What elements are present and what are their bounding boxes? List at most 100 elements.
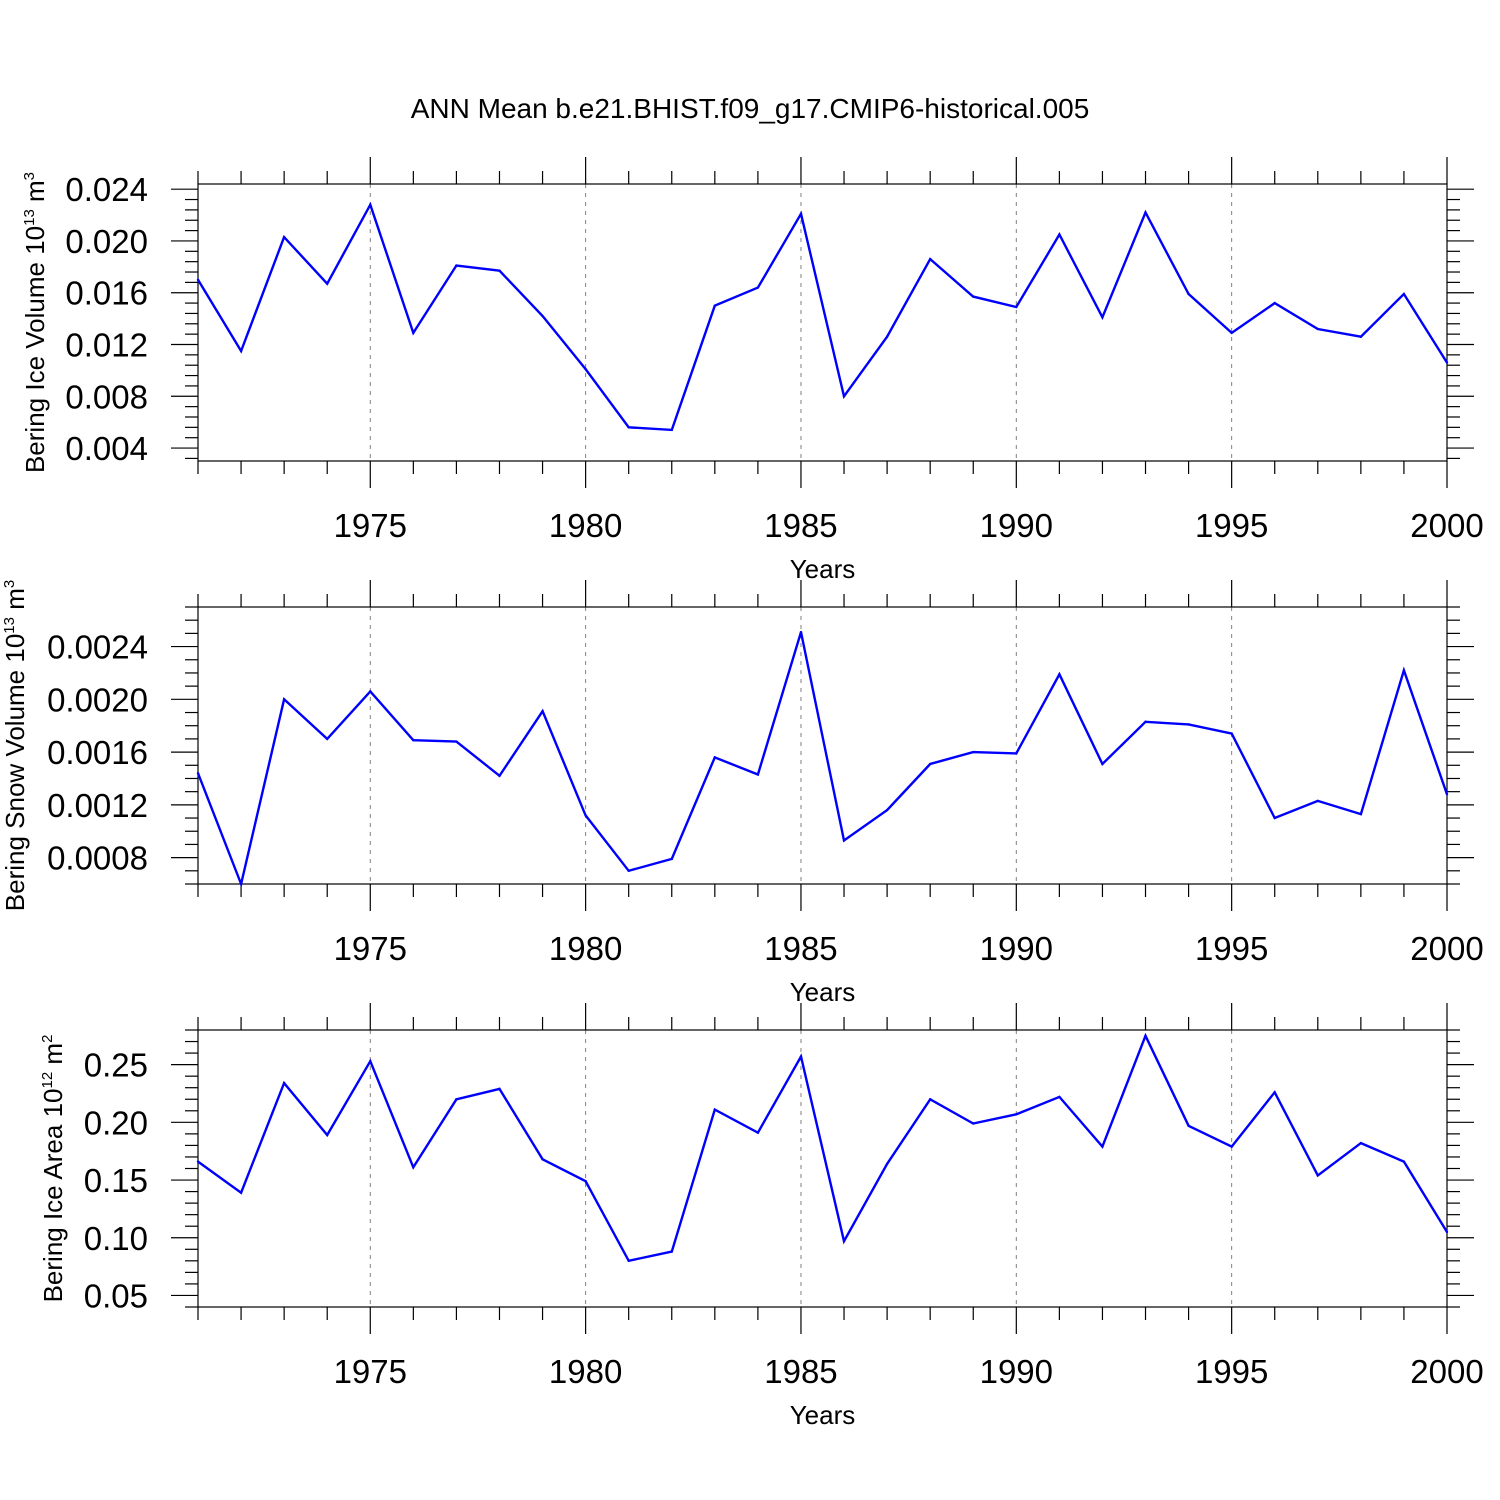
x-axis-label: Years bbox=[790, 977, 856, 1007]
data-point bbox=[541, 1158, 544, 1161]
panel-snow-volume: 1975 1980 1985 1990 1995 2000 Years 0.0008 0.001… bbox=[0, 580, 1484, 1007]
data-point bbox=[972, 1122, 975, 1125]
y-tick-label: 0.024 bbox=[65, 171, 148, 208]
data-point bbox=[1359, 1141, 1363, 1145]
data-point bbox=[196, 1160, 200, 1163]
data-point bbox=[1273, 301, 1276, 305]
data-point bbox=[541, 314, 544, 318]
data-point bbox=[584, 1179, 587, 1183]
y-tick-label: 0.0020 bbox=[47, 681, 148, 718]
data-point bbox=[369, 203, 372, 206]
x-tick-label: 1990 bbox=[980, 930, 1053, 967]
y-axis-label-part: Bering Snow Volume 10 bbox=[0, 634, 30, 912]
data-point bbox=[1402, 1160, 1406, 1163]
x-tick-label: 1985 bbox=[764, 507, 837, 544]
data-point bbox=[498, 774, 501, 778]
data-point bbox=[1187, 1124, 1190, 1127]
data-point bbox=[713, 304, 717, 307]
data-point bbox=[1187, 292, 1190, 296]
data-point bbox=[799, 212, 803, 215]
data-point bbox=[756, 286, 760, 289]
x-tick-label: 1980 bbox=[549, 507, 622, 544]
y-axis-label-part: m bbox=[38, 1043, 68, 1072]
data-point bbox=[627, 1259, 630, 1263]
data-point bbox=[369, 690, 372, 693]
x-tick-label: 1985 bbox=[764, 930, 837, 967]
data-point bbox=[1101, 762, 1104, 766]
chart-panels: 1975 1980 1985 1990 1995 2000 Years 0.004 0.008 0… bbox=[0, 157, 1484, 1430]
data-point bbox=[412, 739, 415, 742]
x-tick-label: 1980 bbox=[549, 930, 622, 967]
series-line-snow-volume bbox=[196, 631, 1449, 889]
data-point bbox=[1015, 752, 1018, 755]
data-point bbox=[1058, 673, 1061, 676]
data-point bbox=[584, 814, 587, 817]
data-point bbox=[1144, 720, 1147, 723]
x-axis-label: Years bbox=[790, 1400, 856, 1430]
data-point bbox=[1359, 812, 1363, 816]
data-point bbox=[326, 282, 329, 285]
data-point bbox=[412, 1166, 415, 1169]
data-point bbox=[498, 269, 501, 272]
data-point bbox=[455, 264, 458, 267]
data-point bbox=[1445, 361, 1449, 364]
y-tick-label: 0.004 bbox=[65, 430, 148, 467]
data-point bbox=[282, 698, 286, 701]
y-tick-label: 0.0008 bbox=[47, 840, 148, 877]
x-tick-label: 2000 bbox=[1410, 930, 1483, 967]
data-point bbox=[885, 335, 889, 338]
data-point bbox=[1359, 335, 1363, 338]
data-point bbox=[972, 295, 975, 298]
y-tick-label: 0.15 bbox=[84, 1162, 148, 1199]
data-point bbox=[196, 772, 200, 775]
data-point bbox=[1058, 233, 1061, 236]
data-point bbox=[1187, 723, 1190, 726]
data-point bbox=[1015, 305, 1018, 309]
data-point bbox=[1316, 327, 1319, 331]
data-point bbox=[627, 426, 630, 429]
data-point bbox=[282, 235, 286, 239]
y-axis-label-part: m bbox=[0, 588, 30, 617]
y-axis-label: Bering Ice Area 1012 m2 bbox=[38, 1035, 68, 1303]
y-axis-label-superscript: 12 bbox=[39, 1072, 56, 1089]
y-axis-label-part: Bering Ice Area 10 bbox=[38, 1089, 68, 1303]
plot-frame bbox=[197, 1029, 1448, 1308]
data-point bbox=[1101, 1145, 1104, 1148]
y-tick-label: 0.20 bbox=[84, 1104, 148, 1141]
data-point bbox=[1144, 211, 1147, 214]
data-point bbox=[1230, 1145, 1233, 1148]
data-point bbox=[799, 1055, 803, 1058]
y-axis-label-superscript: 3 bbox=[1, 580, 18, 588]
y-tick-label: 0.25 bbox=[84, 1047, 148, 1084]
data-point bbox=[239, 1191, 243, 1194]
y-tick-label: 0.0016 bbox=[47, 734, 148, 771]
data-point bbox=[1273, 1091, 1276, 1094]
data-point bbox=[972, 750, 975, 754]
x-tick-label: 1995 bbox=[1195, 930, 1268, 967]
x-tick-label: 1995 bbox=[1195, 1353, 1268, 1390]
y-tick-label: 0.016 bbox=[65, 275, 148, 312]
data-point bbox=[928, 257, 932, 261]
data-point bbox=[412, 331, 415, 335]
data-point bbox=[1445, 1230, 1449, 1234]
data-point bbox=[842, 395, 846, 398]
series-line-ice-area bbox=[197, 1032, 1449, 1263]
y-tick-label: 0.05 bbox=[84, 1277, 148, 1314]
chart-title: ANN Mean b.e21.BHIST.f09_g17.CMIP6-histo… bbox=[411, 93, 1090, 124]
panel-ice-area: 1975 1980 1985 1990 1995 2000 Years 0.05 0.10 0.1… bbox=[38, 1003, 1484, 1430]
data-point bbox=[713, 1108, 717, 1111]
x-tick-label: 1990 bbox=[980, 507, 1053, 544]
data-point bbox=[1445, 793, 1449, 796]
data-point bbox=[1316, 799, 1319, 803]
plot-frame bbox=[197, 606, 1448, 885]
y-axis-label-part: Bering Ice Volume 10 bbox=[20, 226, 50, 473]
data-point bbox=[756, 773, 760, 776]
data-point bbox=[1230, 331, 1233, 335]
data-point bbox=[1144, 1034, 1147, 1037]
data-point bbox=[369, 1059, 372, 1063]
data-point bbox=[498, 1087, 501, 1091]
x-tick-label: 1985 bbox=[764, 1353, 837, 1390]
x-tick-label: 2000 bbox=[1410, 507, 1483, 544]
y-axis-label: Bering Ice Volume 1013 m3 bbox=[20, 172, 50, 473]
data-point bbox=[885, 808, 889, 812]
